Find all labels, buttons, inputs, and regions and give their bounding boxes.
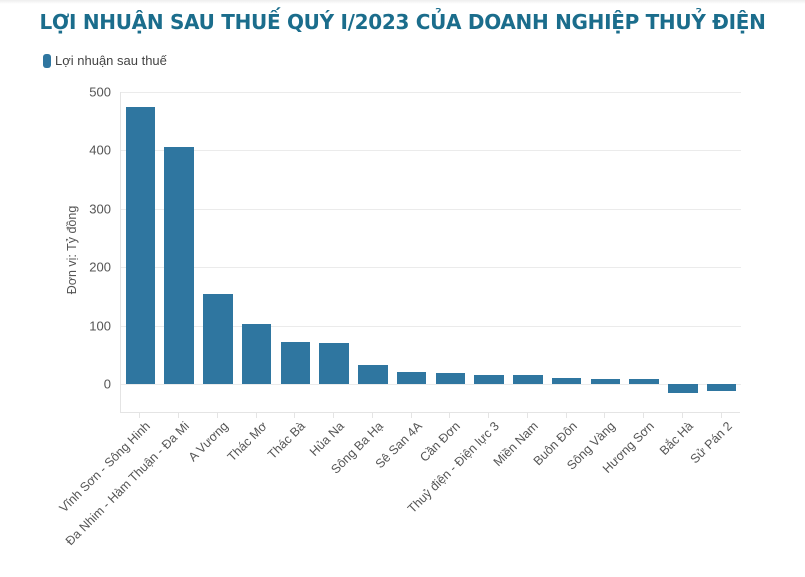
bar[interactable] [668,384,698,393]
y-tick-label: 0 [103,376,111,392]
y-tick-label: 200 [89,259,111,275]
gridline [121,267,741,269]
bar[interactable] [629,378,659,384]
x-tick [333,413,335,418]
x-tick [565,413,567,418]
bar[interactable] [241,324,272,384]
x-tick [410,413,412,418]
x-tick [178,413,180,418]
y-axis-label: Đơn vị: Tỷ đồng [65,205,79,295]
bar[interactable] [551,377,582,384]
x-tick [371,413,373,418]
x-tick-label: Thác Bà [265,419,309,462]
x-tick [449,413,451,418]
x-tick [604,413,606,418]
x-tick-label: Bắc Hà [656,419,696,458]
top-shade [0,0,805,4]
legend-swatch-icon [43,53,51,68]
y-tick-label: 500 [89,84,111,100]
y-tick-label: 400 [89,142,111,158]
gridline [121,208,741,210]
x-tick [216,413,218,418]
bar[interactable] [125,107,156,384]
bar[interactable] [590,378,621,384]
bar[interactable] [396,371,427,384]
gridline [121,150,741,152]
x-tick-label: Thác Mơ [224,419,270,465]
x-tick [139,413,141,418]
gridline [121,325,741,327]
x-tick [488,413,490,418]
x-tick [681,413,683,418]
bar[interactable] [706,384,737,391]
legend-item[interactable]: Lợi nhuận sau thuế [43,53,167,68]
bar[interactable] [203,294,233,384]
x-tick [255,413,257,418]
x-tick [526,413,528,418]
x-tick-label: Sử Pán 2 [687,419,735,467]
bar[interactable] [319,343,349,384]
gridline [121,384,741,385]
chart-title: LỢI NHUẬN SAU THUẾ QUÝ I/2023 CỦA DOANH … [39,10,766,34]
bar[interactable] [280,341,311,384]
x-tick [643,413,645,418]
x-tick [294,413,296,418]
plot-area [120,92,741,413]
bar[interactable] [164,146,194,384]
legend-label: Lợi nhuận sau thuế [55,53,167,68]
gridline [121,92,741,93]
bar[interactable] [513,375,543,384]
x-tick [720,413,722,418]
bar[interactable] [435,373,466,384]
bar[interactable] [474,374,504,384]
y-tick-label: 300 [89,201,111,217]
y-tick-label: 100 [89,318,111,334]
bar[interactable] [358,365,388,384]
x-tick-label: A Vương [185,419,231,465]
